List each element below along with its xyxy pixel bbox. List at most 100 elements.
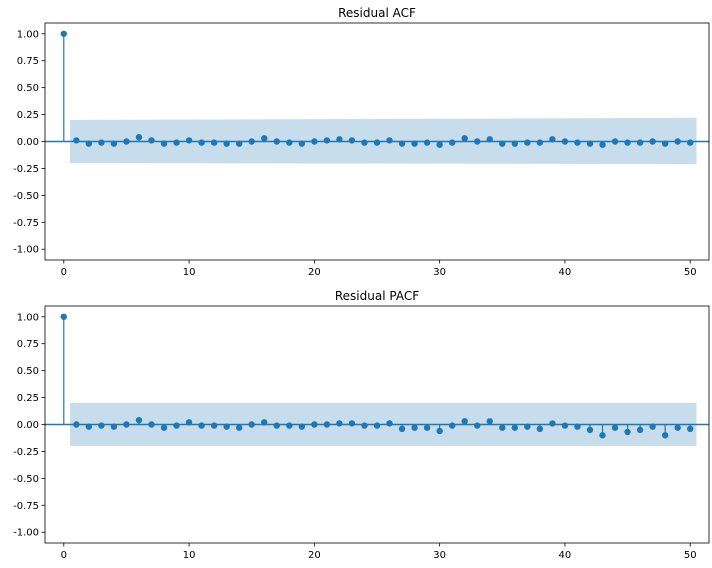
pacf-marker-47 (649, 423, 656, 430)
pacf-marker-8 (160, 424, 168, 431)
acf-xtick-label-20: 20 (308, 267, 321, 278)
acf-marker-35 (499, 140, 506, 147)
acf-xtick-label-10: 10 (183, 267, 196, 278)
acf-ytick-label--1.00: -1.00 (13, 245, 39, 256)
pacf-marker-25 (373, 422, 381, 429)
pacf-marker-11 (198, 422, 205, 429)
pacf-axes-frame (44, 305, 710, 544)
pacf-xtick-label-0: 0 (61, 550, 67, 561)
pacf-ytick-label-0.75: 0.75 (17, 339, 39, 350)
pacf-panel: Residual PACF 0 10 20 30 40 50 -1.00 -0.75 -0.5… (13, 289, 710, 561)
pacf-xtick-label-30: 30 (433, 550, 446, 561)
pacf-marker-18 (286, 422, 293, 429)
pacf-marker-23 (348, 420, 356, 427)
acf-panel: Residual ACF 0 10 20 30 40 50 -1.00 -0.75 -0.50… (13, 6, 710, 278)
acf-stems (60, 30, 694, 148)
pacf-marker-5 (123, 421, 130, 428)
pacf-ytick-label-0.00: 0.00 (17, 420, 39, 431)
pacf-marker-34 (486, 418, 493, 425)
acf-xtick-label-30: 30 (433, 267, 446, 278)
acf-marker-21 (323, 137, 331, 144)
acf-marker-14 (235, 140, 243, 147)
acf-marker-44 (611, 138, 619, 145)
pacf-marker-26 (386, 420, 393, 427)
acf-marker-17 (273, 138, 280, 145)
pacf-ytick-label-0.25: 0.25 (17, 393, 39, 404)
acf-marker-47 (649, 138, 656, 145)
pacf-ytick-label-0.50: 0.50 (17, 366, 39, 377)
acf-marker-40 (561, 138, 569, 145)
acf-marker-20 (311, 138, 318, 145)
acf-marker-11 (198, 139, 205, 146)
acf-marker-30 (436, 141, 443, 148)
pacf-xtick-label-40: 40 (559, 550, 572, 561)
acf-marker-26 (386, 137, 393, 144)
pacf-marker-50 (687, 425, 694, 433)
pacf-marker-4 (110, 423, 118, 430)
pacf-title: Residual PACF (335, 289, 419, 303)
acf-marker-23 (348, 137, 356, 144)
pacf-marker-32 (461, 418, 468, 425)
acf-marker-4 (110, 140, 118, 147)
acf-marker-34 (486, 136, 493, 143)
pacf-marker-7 (148, 421, 155, 428)
acf-ytick-label-0.00: 0.00 (17, 137, 39, 148)
acf-marker-29 (423, 139, 431, 146)
pacf-x-axis: 0 10 20 30 40 50 (61, 543, 697, 561)
acf-ytick-label-0.75: 0.75 (17, 56, 39, 67)
pacf-xtick-label-10: 10 (183, 550, 196, 561)
acf-marker-48 (661, 140, 669, 147)
acf-marker-6 (135, 133, 143, 141)
acf-marker-43 (599, 141, 606, 148)
pacf-marker-38 (536, 425, 544, 433)
acf-marker-33 (474, 138, 481, 145)
acf-marker-41 (574, 139, 581, 146)
acf-marker-50 (687, 139, 694, 146)
pacf-marker-24 (361, 422, 368, 429)
acf-marker-37 (524, 139, 531, 146)
acf-title: Residual ACF (338, 6, 416, 20)
acf-marker-31 (448, 139, 456, 146)
pacf-marker-35 (499, 424, 506, 431)
pacf-marker-3 (98, 422, 105, 429)
acf-marker-13 (223, 140, 230, 147)
acf-marker-15 (248, 138, 255, 145)
acf-ytick-label-0.50: 0.50 (17, 83, 39, 94)
pacf-marker-10 (185, 419, 193, 426)
pacf-marker-15 (248, 421, 255, 428)
pacf-ytick-label-1.00: 1.00 (17, 312, 39, 323)
pacf-ytick-label--0.25: -0.25 (13, 447, 39, 458)
acf-marker-9 (173, 139, 180, 146)
acf-xtick-label-40: 40 (559, 267, 572, 278)
pacf-marker-21 (323, 421, 331, 428)
acf-ytick-label-1.00: 1.00 (17, 29, 39, 40)
acf-marker-12 (210, 139, 218, 146)
acf-xtick-label-0: 0 (61, 267, 67, 278)
acf-marker-28 (411, 140, 418, 147)
pacf-ytick-label--0.50: -0.50 (13, 474, 39, 485)
acf-marker-22 (336, 136, 343, 143)
acf-marker-49 (674, 138, 681, 145)
acf-ytick-label--0.25: -0.25 (13, 164, 39, 175)
acf-marker-25 (373, 139, 381, 146)
acf-x-axis: 0 10 20 30 40 50 (61, 260, 697, 278)
pacf-marker-20 (311, 421, 318, 428)
acf-marker-10 (185, 137, 193, 144)
pacf-marker-22 (336, 420, 343, 427)
acf-marker-27 (398, 140, 406, 147)
acf-marker-42 (586, 140, 594, 147)
pacf-marker-1 (73, 421, 80, 428)
pacf-marker-45 (624, 428, 631, 436)
acf-axes-frame (44, 22, 710, 261)
pacf-marker-33 (474, 422, 481, 429)
acf-ytick-label--0.50: -0.50 (13, 191, 39, 202)
acf-marker-8 (160, 140, 168, 147)
acf-marker-39 (549, 136, 556, 143)
pacf-xtick-label-20: 20 (308, 550, 321, 561)
acf-marker-5 (123, 138, 130, 145)
pacf-marker-49 (674, 424, 681, 431)
pacf-stems (60, 313, 694, 439)
acf-marker-16 (261, 135, 268, 142)
acf-marker-46 (636, 139, 644, 146)
acf-marker-7 (148, 137, 155, 144)
